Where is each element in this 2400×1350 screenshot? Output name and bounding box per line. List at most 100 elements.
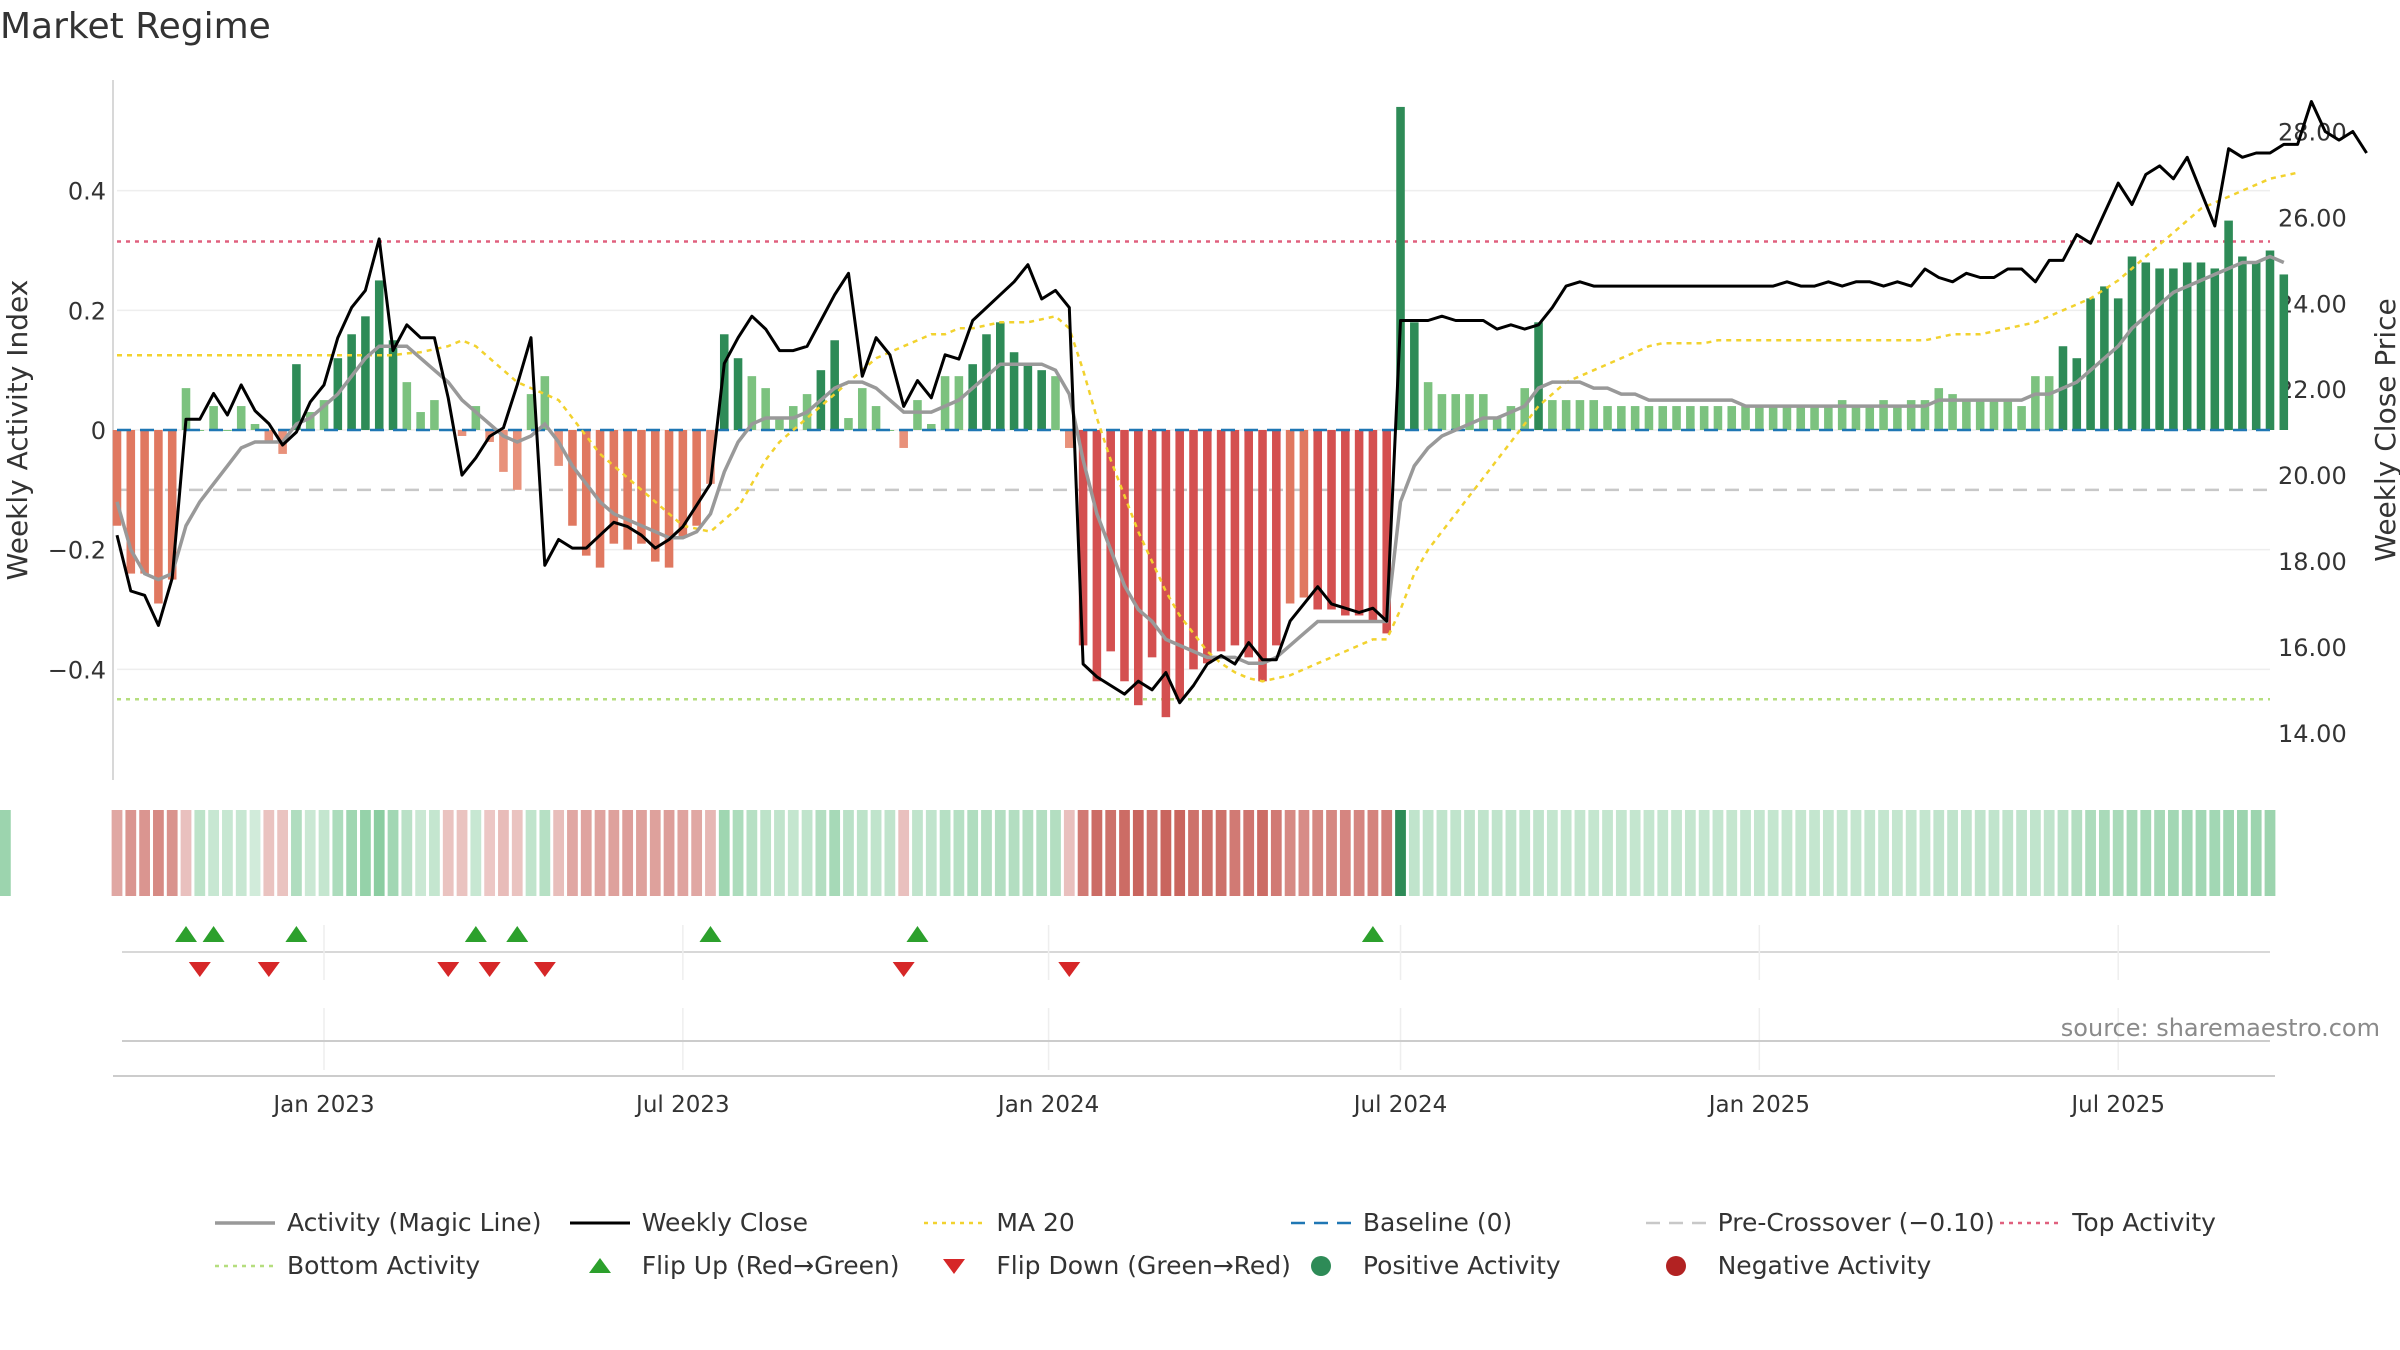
regime-band-cell	[1988, 810, 2000, 896]
activity-bar	[623, 430, 632, 550]
regime-band-cell	[1753, 810, 1765, 896]
regime-band-cell	[1160, 810, 1172, 896]
regime-band-cell	[925, 810, 937, 896]
legend-symbol-pos	[1310, 1255, 1331, 1276]
regime-band-cell	[2071, 810, 2083, 896]
activity-bar	[512, 430, 522, 490]
regime-band-cell	[1464, 810, 1475, 896]
activity-bar	[1092, 430, 1102, 682]
flip-up-marker	[285, 926, 308, 942]
activity-bar	[361, 316, 370, 430]
activity-bar	[305, 412, 315, 430]
flip-down-marker	[437, 962, 460, 977]
regime-band-cell	[1326, 810, 1337, 896]
activity-bar	[761, 388, 770, 430]
activity-bar	[2044, 376, 2054, 430]
activity-bar	[1410, 322, 1419, 430]
regime-band-cell	[525, 810, 537, 896]
regime-band-cell	[1629, 810, 1641, 896]
legend-symbol-flipdown	[943, 1258, 966, 1274]
regime-band-cell	[1422, 810, 1434, 896]
regime-band-cell	[1878, 810, 1889, 896]
activity-bar	[2141, 262, 2151, 430]
activity-bar	[1479, 394, 1488, 430]
right-tick-label: 24.00	[2278, 290, 2347, 318]
regime-band-cell	[870, 810, 882, 896]
regime-band-cell	[1036, 810, 1048, 896]
regime-band-cell	[1588, 810, 1600, 896]
activity-bar	[1630, 406, 1640, 430]
flip-down-marker	[257, 962, 280, 977]
regime-band-cell	[953, 810, 965, 896]
regime-band-cell	[125, 810, 137, 896]
regime-band-cell	[1077, 810, 1089, 896]
activity-bar	[1230, 430, 1240, 646]
activity-bar	[1354, 430, 1364, 616]
x-tick-label: Jan 2024	[996, 1092, 1099, 1118]
legend-label: MA 20	[996, 1208, 1075, 1237]
activity-bar	[968, 364, 977, 430]
activity-bar	[167, 430, 177, 580]
regime-band-cell	[1298, 810, 1310, 896]
x-tick-label: Jul 2023	[634, 1092, 730, 1118]
left-tick-label: −0.2	[48, 537, 106, 565]
activity-bar	[1147, 430, 1157, 658]
regime-band-cell	[1546, 810, 1558, 896]
regime-band-cell	[553, 810, 565, 896]
regime-band-cell	[387, 810, 399, 896]
regime-band-cell	[1050, 810, 1061, 896]
activity-bar	[1589, 400, 1599, 430]
regime-band-cell	[1519, 810, 1531, 896]
regime-band-cell	[277, 810, 288, 896]
regime-band-cell	[994, 810, 1006, 896]
regime-band-cell	[429, 810, 440, 896]
regime-band-cell	[291, 810, 302, 896]
activity-bar	[526, 394, 536, 430]
activity-bar	[2017, 406, 2026, 430]
activity-bar	[2086, 298, 2095, 430]
activity-bar	[1658, 406, 1668, 430]
regime-band-cell	[1767, 810, 1779, 896]
activity-bar	[1603, 406, 1612, 430]
regime-band-cell	[718, 810, 730, 896]
regime-band-cell	[1836, 810, 1848, 896]
legend-label: Pre-Crossover (−0.10)	[1717, 1208, 1995, 1237]
activity-bar	[554, 430, 563, 466]
activity-bar	[857, 388, 867, 430]
regime-band-cell	[1864, 810, 1876, 896]
regime-band-cell	[139, 810, 150, 896]
activity-bar	[2182, 262, 2192, 430]
regime-band-cell	[1726, 810, 1738, 896]
right-tick-label: 26.00	[2278, 204, 2347, 232]
regime-band-cell	[1091, 810, 1103, 896]
legend-item-flipdown: Flip Down (Green→Red)	[924, 1251, 1291, 1280]
x-tick-label: Jan 2025	[1707, 1092, 1810, 1118]
regime-band-cell	[153, 810, 164, 896]
activity-bar	[1244, 430, 1253, 658]
activity-bar	[747, 376, 757, 430]
activity-bar	[1782, 406, 1792, 430]
activity-bar	[940, 376, 950, 430]
source-credit: source: sharemaestro.com	[2060, 1014, 2380, 1042]
legend-item-top: Top Activity	[2000, 1208, 2355, 1237]
legend-label: Bottom Activity	[287, 1251, 481, 1280]
regime-band-cell	[2016, 810, 2027, 896]
regime-band-cell	[2237, 810, 2248, 896]
activity-bar	[1506, 406, 1516, 430]
activity-bar	[706, 430, 715, 484]
activity-bar	[154, 430, 163, 604]
regime-band-cell	[705, 810, 716, 896]
activity-bar	[2113, 298, 2123, 430]
activity-bar	[1837, 400, 1847, 430]
regime-band-cell	[1381, 810, 1393, 896]
regime-band-cell	[2043, 810, 2055, 896]
regime-band-cell	[2085, 810, 2096, 896]
regime-band-cell	[2057, 810, 2069, 896]
legend-symbol-magic	[215, 1220, 275, 1225]
legend-symbol-top	[2000, 1221, 2061, 1224]
regime-band-cell	[2250, 810, 2262, 896]
regime-band-cell	[1533, 810, 1544, 896]
regime-band-cell	[580, 810, 592, 896]
activity-bar	[1120, 430, 1129, 682]
regime-band-cell	[1822, 810, 1834, 896]
